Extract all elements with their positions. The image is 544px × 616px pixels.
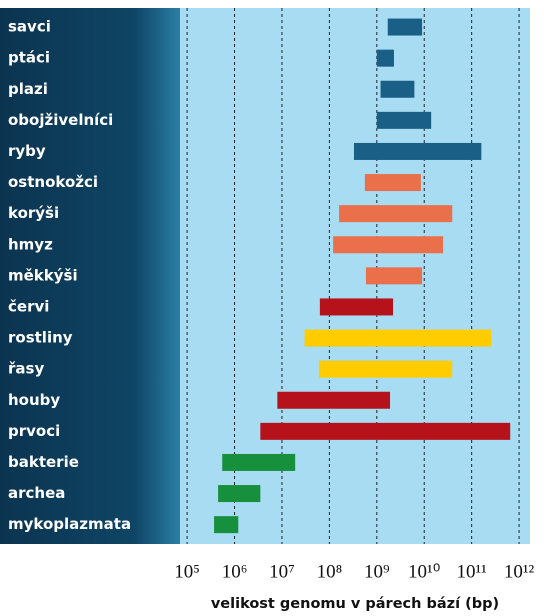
x-tick-label: 10¹¹ — [456, 561, 487, 582]
x-tick-label: 10⁹ — [364, 561, 390, 582]
range-bar — [214, 516, 239, 534]
x-tick-label: 10⁸ — [317, 561, 343, 582]
x-tick-label: 10⁷ — [269, 561, 295, 582]
category-label: ostnokožci — [8, 173, 98, 191]
range-bar — [260, 422, 511, 440]
category-label: rostliny — [8, 329, 73, 347]
category-label: obojživelníci — [8, 111, 113, 129]
x-tick-label: 10¹⁰ — [408, 561, 440, 582]
category-label: prvoci — [8, 422, 60, 440]
range-bar — [376, 49, 394, 67]
category-label: ptáci — [8, 49, 50, 67]
x-tick-label: 10⁶ — [222, 561, 248, 582]
category-label: archea — [8, 484, 65, 502]
category-label: bakterie — [8, 453, 79, 471]
category-label: měkkýši — [8, 266, 78, 284]
category-label: řasy — [8, 360, 44, 378]
category-label: savci — [8, 18, 51, 36]
category-label: červi — [8, 297, 49, 315]
range-bar — [365, 267, 423, 285]
x-tick-label: 10¹² — [504, 561, 535, 582]
category-label: korýši — [8, 204, 59, 222]
category-label: plazi — [8, 80, 48, 98]
category-label: hmyz — [8, 235, 53, 253]
range-bar — [364, 174, 421, 192]
range-bar — [339, 205, 453, 223]
range-bar — [277, 391, 391, 409]
category-label: mykoplazmata — [8, 515, 131, 533]
range-bar — [319, 298, 394, 316]
range-bar — [218, 485, 261, 503]
label-panel — [0, 8, 180, 544]
x-axis-label: velikost genomu v párech bází (bp) — [211, 596, 499, 612]
category-label: ryby — [8, 142, 46, 160]
range-bar — [376, 111, 432, 129]
range-bar — [333, 236, 444, 254]
category-label: houby — [8, 391, 60, 409]
x-tick-label: 10⁵ — [174, 561, 200, 582]
range-bar — [222, 453, 296, 471]
range-bar — [387, 18, 423, 36]
range-bar — [353, 142, 482, 160]
range-bar — [380, 80, 415, 98]
range-bar — [318, 360, 453, 378]
range-bar — [304, 329, 492, 347]
